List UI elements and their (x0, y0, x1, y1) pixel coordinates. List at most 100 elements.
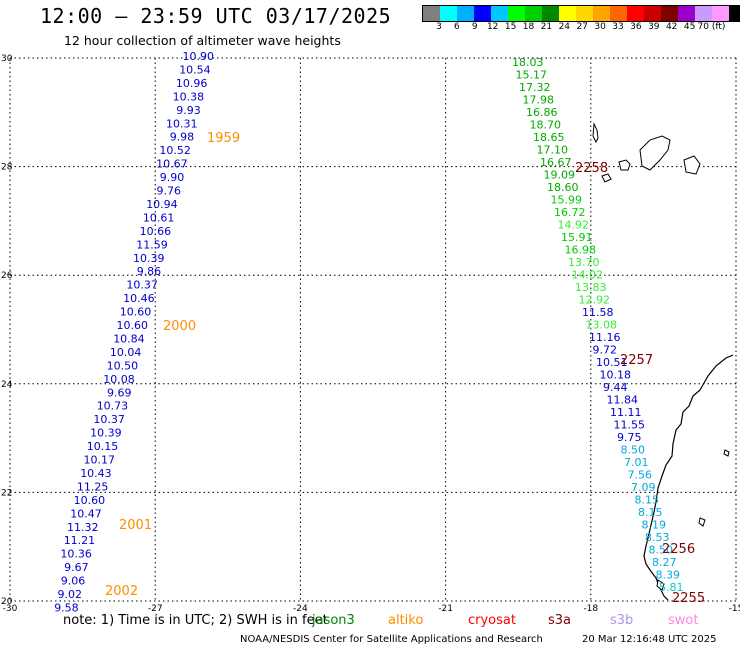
wave-height-label: 11.58 (582, 306, 614, 319)
color-scale-label: 33 (612, 22, 624, 32)
wave-height-label: 17.32 (519, 81, 551, 94)
wave-height-label: 10.73 (97, 400, 129, 413)
latitude-tick-label: 22 (1, 488, 12, 498)
wave-height-label: 9.69 (107, 386, 132, 399)
color-scale-label: 12 (486, 22, 499, 32)
wave-height-label: 9.75 (617, 431, 642, 444)
wave-height-label: 14.02 (572, 269, 604, 282)
color-swatch (695, 6, 712, 21)
pass-time-label: 2000 (163, 319, 196, 334)
color-swatch (559, 6, 576, 21)
wave-height-label: 15.99 (551, 194, 583, 207)
color-scale-label: 9 (471, 22, 478, 32)
wave-height-label: 10.46 (123, 292, 155, 305)
color-swatch (440, 6, 457, 21)
wave-height-label: 10.37 (93, 413, 125, 426)
coastline (592, 122, 734, 601)
color-swatch (610, 6, 627, 21)
wave-height-label: 10.96 (176, 77, 208, 90)
island-el-hierro (601, 173, 612, 183)
generated-timestamp: 20 Mar 12:16:48 UTC 2025 (582, 634, 717, 645)
satellite-legend-item: s3a (548, 613, 572, 628)
wave-height-label: 8.19 (642, 519, 667, 532)
color-swatch (525, 6, 542, 21)
wave-height-label: 17.98 (523, 94, 555, 107)
island-la-gomera (618, 159, 631, 171)
longitude-tick-label: -30 (3, 604, 18, 614)
color-swatch (644, 6, 661, 21)
wave-height-label: 8.39 (656, 569, 681, 582)
color-swatch (678, 6, 695, 21)
wave-height-label: 8.15 (635, 494, 660, 507)
wave-height-label: 10.04 (110, 346, 142, 359)
wave-height-label: 11.25 (77, 480, 109, 493)
satellite-legend-item: swot (668, 613, 699, 628)
wave-height-label: 10.31 (166, 117, 198, 130)
color-scale-label: 24 (558, 22, 571, 32)
map-grid (9, 57, 737, 602)
island-gran-canaria (683, 155, 701, 175)
longitude-tick-label: -27 (148, 604, 163, 614)
wave-height-label: 9.67 (64, 561, 89, 574)
pass-time-label: 1959 (207, 131, 240, 146)
wave-height-label: 11.21 (64, 534, 96, 547)
wave-height-label: 9.98 (170, 131, 195, 144)
wave-height-label: 9.72 (593, 344, 618, 357)
wave-height-label: 8.50 (621, 444, 646, 457)
wave-height-label: 10.60 (74, 494, 106, 507)
color-swatch (423, 6, 440, 21)
pass-time-label: 2001 (119, 518, 152, 533)
wave-height-label: 15.91 (561, 231, 593, 244)
credit-line: NOAA/NESDIS Center for Satellite Applica… (240, 634, 543, 645)
wave-height-label: 13.70 (568, 256, 600, 269)
track-time-labels: 1959 2000 2001 2002 2258 2257 2256 2255 (105, 131, 705, 606)
longitude-tick-label: -24 (293, 604, 308, 614)
satellite-legend-item: s3b (610, 613, 634, 628)
wave-height-label: 10.90 (183, 50, 215, 63)
wave-height-label: 10.36 (60, 548, 92, 561)
wave-height-label: 9.06 (61, 575, 86, 588)
wave-height-label: 18.60 (547, 181, 579, 194)
wave-height-label: 10.17 (84, 454, 116, 467)
wave-height-label: 11.16 (589, 331, 621, 344)
color-scale-label: 45 (683, 22, 696, 32)
wave-height-label: 16.86 (526, 106, 558, 119)
wave-height-label: 10.60 (120, 306, 152, 319)
wave-height-label: 10.39 (90, 427, 122, 440)
longitude-tick-label: -21 (438, 604, 453, 614)
axis-tick-labels: -30 -27 -24 -21 -18 -15 30 28 26 24 22 20 (1, 54, 740, 614)
longitude-tick-label: -18 (583, 604, 598, 614)
color-scale-label: 42 (665, 22, 678, 32)
wave-height-label: 10.52 (159, 144, 191, 157)
color-swatch (712, 6, 729, 21)
wave-height-label: 11.84 (607, 394, 639, 407)
wave-height-label: 11.59 (136, 238, 168, 251)
wave-height-label: 7.01 (624, 456, 649, 469)
latitude-tick-label: 28 (1, 163, 13, 173)
wave-height-label: 11.55 (614, 419, 646, 432)
color-swatch (457, 6, 474, 21)
wave-height-label: 9.90 (160, 171, 185, 184)
page-subtitle: 12 hour collection of altimeter wave hei… (64, 33, 341, 48)
wave-height-label: 12.92 (579, 294, 611, 307)
color-scale-label: 27 (576, 22, 588, 32)
longitude-tick-label: -15 (729, 604, 740, 614)
color-scale-label: 15 (504, 22, 517, 32)
wave-height-label: 8.15 (638, 506, 663, 519)
wave-height-label: 15.17 (516, 69, 548, 82)
color-scale-label: 18 (522, 22, 535, 32)
wave-height-label: 5.81 (659, 581, 684, 594)
wave-height-label: 10.15 (87, 440, 119, 453)
wave-height-label: 10.94 (146, 198, 178, 211)
color-scale-bar (422, 5, 740, 22)
satellite-legend-item: altiko (388, 613, 424, 628)
island-tenerife (639, 135, 671, 171)
pass-time-label: 2255 (672, 591, 705, 606)
wave-height-label: 10.47 (70, 507, 102, 520)
wave-height-label: 8.27 (652, 556, 677, 569)
color-scale-label: 36 (630, 22, 642, 32)
pass-time-label: 2257 (620, 353, 653, 368)
wave-height-label: 16.72 (554, 206, 586, 219)
